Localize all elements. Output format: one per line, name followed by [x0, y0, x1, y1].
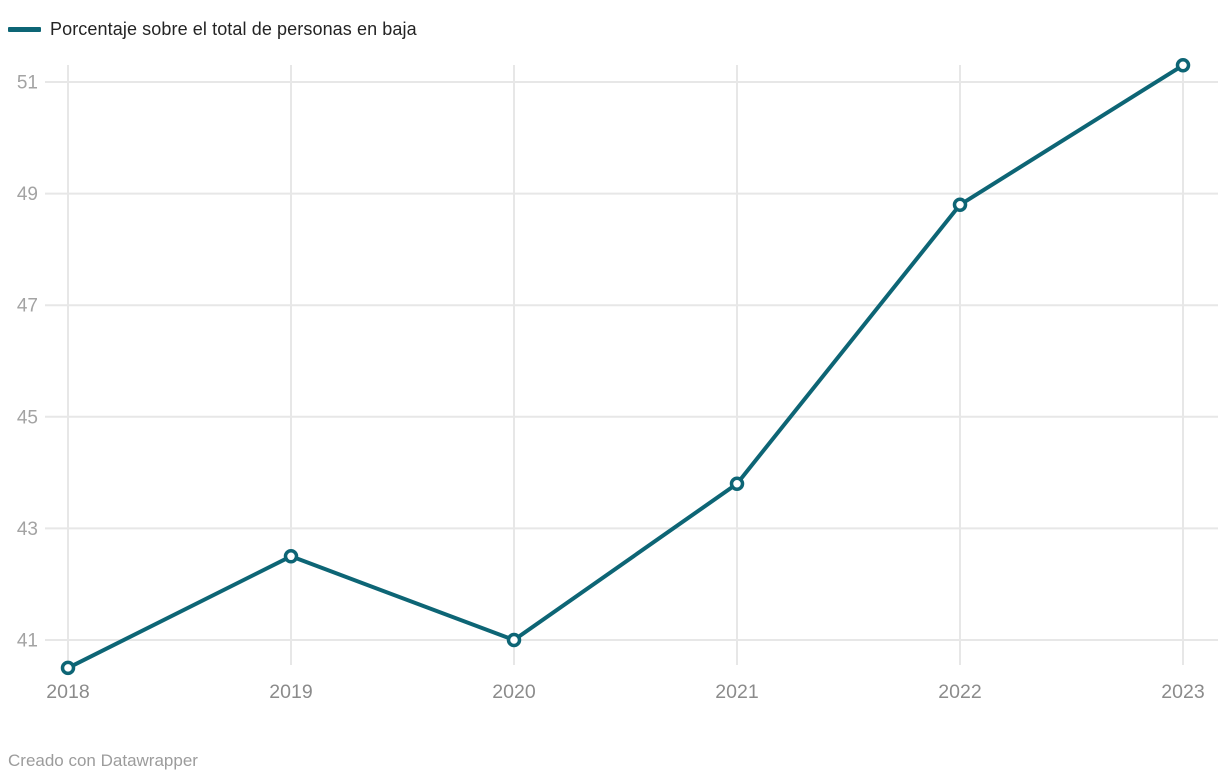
x-axis-tick-label: 2020: [492, 681, 536, 703]
data-point-2019[interactable]: [283, 549, 299, 564]
legend-series-label: Porcentaje sobre el total de personas en…: [50, 19, 417, 39]
y-axis-tick-label: 43: [17, 519, 38, 540]
data-point-2020[interactable]: [506, 632, 522, 648]
y-axis-tick-label: 49: [17, 184, 38, 205]
x-axis-tick-label: 2021: [715, 681, 758, 703]
data-point-2018[interactable]: [60, 660, 76, 676]
data-point-2021[interactable]: [729, 476, 745, 492]
x-axis-tick-label: 2018: [46, 681, 89, 703]
data-point-2023[interactable]: [1175, 58, 1191, 73]
y-axis-tick-label: 41: [17, 631, 38, 652]
legend: Porcentaje sobre el total de personas en…: [8, 19, 417, 40]
data-line: [66, 63, 1185, 670]
data-point-2022[interactable]: [952, 197, 968, 213]
x-axis-tick-label: 2023: [1161, 681, 1204, 703]
legend-line-swatch: [8, 27, 41, 32]
line-chart-plot: 41 43 45 47 49 51 2018 2019 2020 2021 2022 2023: [17, 58, 1218, 703]
x-axis-tick-label: 2022: [938, 681, 981, 703]
y-axis-tick-label: 51: [17, 73, 38, 94]
y-axis-tick-label: 47: [17, 296, 38, 317]
datawrapper-credit: Creado con Datawrapper: [8, 751, 198, 770]
y-axis-tick-label: 45: [17, 407, 38, 428]
x-axis-tick-label: 2019: [269, 681, 312, 703]
